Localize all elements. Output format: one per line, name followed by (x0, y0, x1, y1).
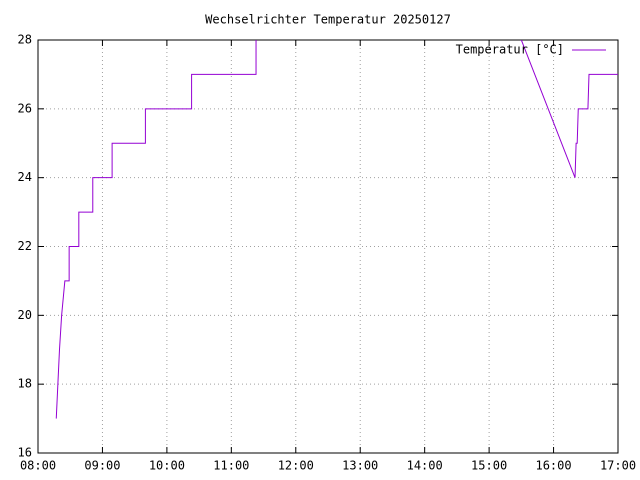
y-tick-label: 20 (18, 308, 32, 322)
x-tick-label: 09:00 (84, 459, 120, 473)
chart-title: Wechselrichter Temperatur 20250127 (205, 13, 451, 27)
y-tick-label: 26 (18, 101, 32, 115)
x-tick-label: 15:00 (471, 459, 507, 473)
x-tick-label: 11:00 (213, 459, 249, 473)
x-tick-label: 16:00 (535, 459, 571, 473)
data-line (55, 40, 618, 419)
legend-label: Temperatur [°C] (456, 43, 564, 57)
y-tick-label: 24 (18, 170, 32, 184)
x-tick-label: 13:00 (342, 459, 378, 473)
plot-frame (37, 39, 619, 454)
y-tick-label: 18 (18, 377, 32, 391)
x-tick-label: 08:00 (20, 459, 56, 473)
x-tick-label: 14:00 (407, 459, 443, 473)
y-tick-label: 22 (18, 239, 32, 253)
x-tick-label: 17:00 (600, 459, 636, 473)
x-tick-label: 12:00 (278, 459, 314, 473)
y-tick-label: 16 (18, 446, 32, 460)
y-tick-label: 28 (18, 33, 32, 47)
x-tick-label: 10:00 (149, 459, 185, 473)
